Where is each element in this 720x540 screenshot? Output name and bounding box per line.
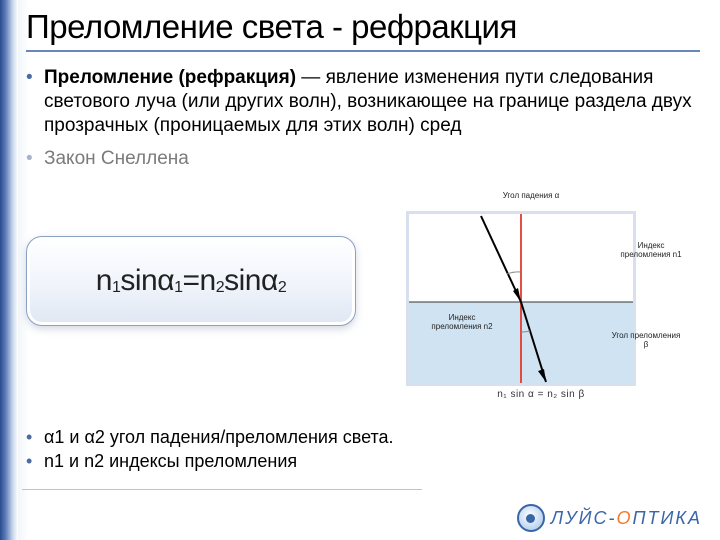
diagram-equation: n₁ sin α = n₂ sin β: [446, 389, 636, 400]
label-incidence-angle: Угол падения α: [476, 191, 586, 200]
law-label-bullet: Закон Снеллена: [26, 147, 700, 171]
definition-bullet: Преломление (рефракция) — явление измене…: [26, 66, 700, 137]
footer-divider: [22, 489, 422, 490]
label-index-n1: Индекс преломления n1: [616, 241, 686, 259]
snell-formula: n1sinα1=n2sinα2: [96, 264, 286, 298]
footnote-angles: α1 и α2 угол падения/преломления света.: [26, 425, 700, 449]
ray-svg: [409, 214, 633, 383]
logo-text: ЛУЙС-ОПТИКА: [551, 508, 702, 529]
brand-logo: ЛУЙС-ОПТИКА: [517, 504, 702, 532]
refraction-diagram: Угол падения α Индекс преломления n1 Инд…: [366, 181, 686, 411]
label-refraction-angle: Угол преломления β: [611, 331, 681, 349]
definition-term: Преломление (рефракция): [44, 67, 296, 88]
diagram-frame: [406, 211, 636, 386]
formula-box: n1sinα1=n2sinα2: [26, 236, 356, 326]
label-index-n2: Индекс преломления n2: [426, 313, 498, 331]
footnote-indices: n1 и n2 индексы преломления: [26, 449, 700, 473]
eye-icon: [517, 504, 545, 532]
page-title: Преломление света - рефракция: [26, 8, 700, 52]
